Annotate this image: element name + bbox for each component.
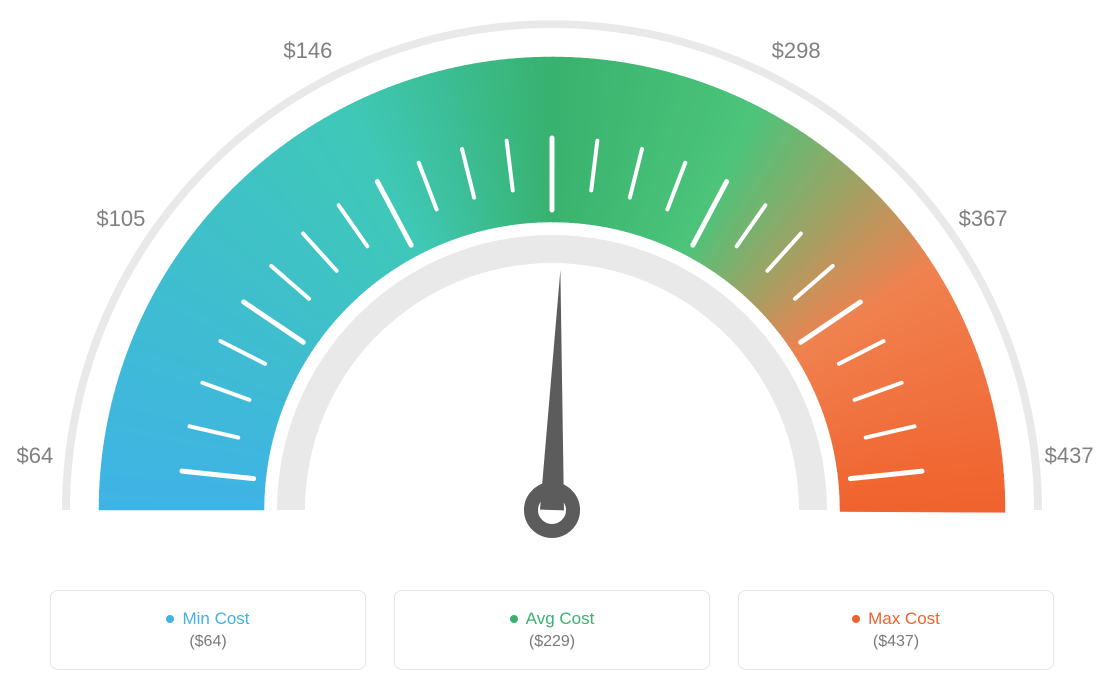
needle: [540, 270, 564, 510]
legend-dot-icon: [510, 615, 518, 623]
cost-gauge-infographic: $64 $105 $146 $229 $298 $367 $437 Min Cost ($64…: [0, 0, 1104, 690]
legend-label: Max Cost: [868, 609, 940, 629]
tick-label: $367: [959, 206, 1008, 232]
legend-title: Avg Cost: [510, 609, 595, 629]
tick-label: $298: [772, 38, 821, 64]
tick-label: $64: [16, 443, 53, 469]
tick-label: $437: [1045, 443, 1094, 469]
legend-value: ($64): [189, 633, 226, 651]
legend-card-0: Min Cost ($64): [50, 590, 366, 670]
legend-value: ($437): [873, 633, 919, 651]
legend-label: Min Cost: [182, 609, 249, 629]
legend-dot-icon: [852, 615, 860, 623]
tick-label: $105: [96, 206, 145, 232]
legend-title: Max Cost: [852, 609, 940, 629]
legend-label: Avg Cost: [526, 609, 595, 629]
tick-label: $229: [528, 0, 577, 3]
legend-value: ($229): [529, 633, 575, 651]
gauge-area: $64 $105 $146 $229 $298 $367 $437: [0, 0, 1104, 560]
legend-row: Min Cost ($64) Avg Cost ($229) Max Cost ($437…: [50, 590, 1054, 670]
legend-card-2: Max Cost ($437): [738, 590, 1054, 670]
tick-label: $146: [283, 38, 332, 64]
legend-card-1: Avg Cost ($229): [394, 590, 710, 670]
legend-title: Min Cost: [166, 609, 249, 629]
gauge-svg: [0, 0, 1104, 560]
legend-dot-icon: [166, 615, 174, 623]
